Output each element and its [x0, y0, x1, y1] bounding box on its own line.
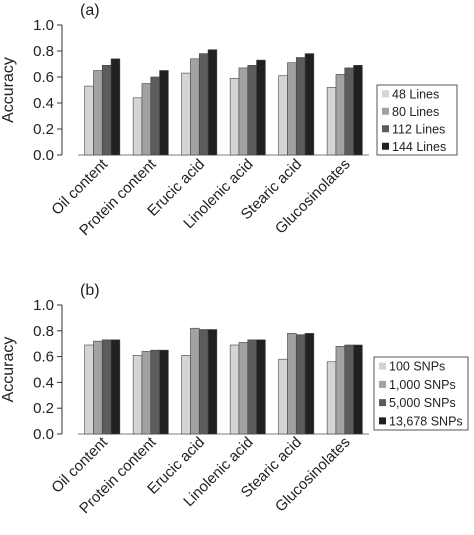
bar [190, 58, 200, 156]
y-tick-label: 0.4 [33, 374, 54, 391]
bar [278, 75, 288, 156]
bar [295, 334, 306, 435]
y-tick-label: 1.0 [33, 17, 54, 34]
y-axis-label: Accuracy [0, 57, 17, 123]
y-axis-label: Accuracy [0, 337, 17, 403]
bar [353, 344, 363, 435]
legend-swatch [379, 399, 386, 407]
bar [207, 49, 218, 156]
legend-label: 112 Lines [392, 122, 445, 136]
bar [84, 344, 94, 435]
y-tick-label: 0.2 [33, 400, 54, 417]
legend: 48 Lines 80 Lines 112 Lines 144 Lines [376, 84, 458, 156]
bar [326, 361, 337, 435]
legend-label: 48 Lines [392, 87, 439, 101]
bar [247, 339, 257, 435]
bar [159, 70, 169, 156]
bar [150, 76, 160, 156]
bar [150, 349, 160, 435]
legend-label: 13,678 SNPs [389, 414, 463, 428]
legend-label: 1,000 SNPs [389, 378, 456, 392]
bar [110, 339, 121, 435]
legend-swatch [382, 125, 389, 133]
bar [110, 58, 121, 156]
legend: 100 SNPs 1,000 SNPs 5,000 SNPs 13,678 SNPs [373, 356, 469, 431]
bar [181, 72, 191, 156]
bar [93, 70, 103, 156]
bar [287, 333, 297, 435]
legend-swatch [382, 90, 389, 98]
bar [353, 65, 363, 156]
bar [181, 355, 191, 435]
legend-swatch [379, 417, 386, 425]
legend-label: 144 Lines [392, 140, 446, 154]
bar [344, 344, 354, 435]
legend-box [373, 356, 469, 431]
y-tick-label: 0.6 [33, 69, 54, 86]
bar [207, 329, 218, 435]
bar [295, 57, 306, 156]
y-tick-label: 1.0 [33, 297, 54, 314]
bar [84, 85, 94, 156]
panel-label: (b) [80, 282, 100, 299]
bar [335, 74, 346, 156]
bar [159, 349, 169, 435]
bar [190, 327, 200, 435]
y-tick-label: 0.0 [33, 426, 54, 443]
y-tick-label: 0.0 [33, 147, 54, 164]
legend-swatch [379, 380, 386, 388]
bar [229, 78, 240, 156]
bar [238, 67, 249, 156]
legend-label: 5,000 SNPs [389, 396, 456, 410]
bar [132, 97, 143, 156]
y-tick-label: 0.8 [33, 323, 54, 340]
bar [344, 67, 354, 156]
bar [93, 340, 103, 435]
legend-swatch [382, 142, 389, 150]
bar [247, 65, 257, 156]
legend-box [376, 84, 458, 156]
legend-label: 80 Lines [392, 105, 439, 119]
bar [229, 344, 240, 435]
bar [141, 351, 152, 435]
legend-swatch [379, 362, 386, 370]
bar [326, 87, 337, 156]
bar [101, 339, 112, 435]
bar [101, 65, 112, 156]
bar [335, 345, 346, 435]
y-tick-label: 0.6 [33, 349, 54, 366]
bar [287, 62, 297, 156]
y-tick-label: 0.2 [33, 121, 54, 138]
bar [304, 53, 315, 156]
bar [256, 339, 266, 435]
bar [132, 355, 143, 435]
panel-label: (a) [80, 2, 100, 19]
y-tick-label: 0.4 [33, 95, 54, 112]
y-tick-label: 0.8 [33, 43, 54, 60]
bar [238, 342, 249, 435]
bar [256, 59, 266, 156]
legend-label: 100 SNPs [389, 360, 445, 374]
bar [278, 358, 288, 435]
legend-swatch [382, 107, 389, 115]
bar [304, 333, 315, 435]
bar [198, 329, 209, 435]
bar [141, 83, 152, 156]
bar [198, 53, 209, 156]
